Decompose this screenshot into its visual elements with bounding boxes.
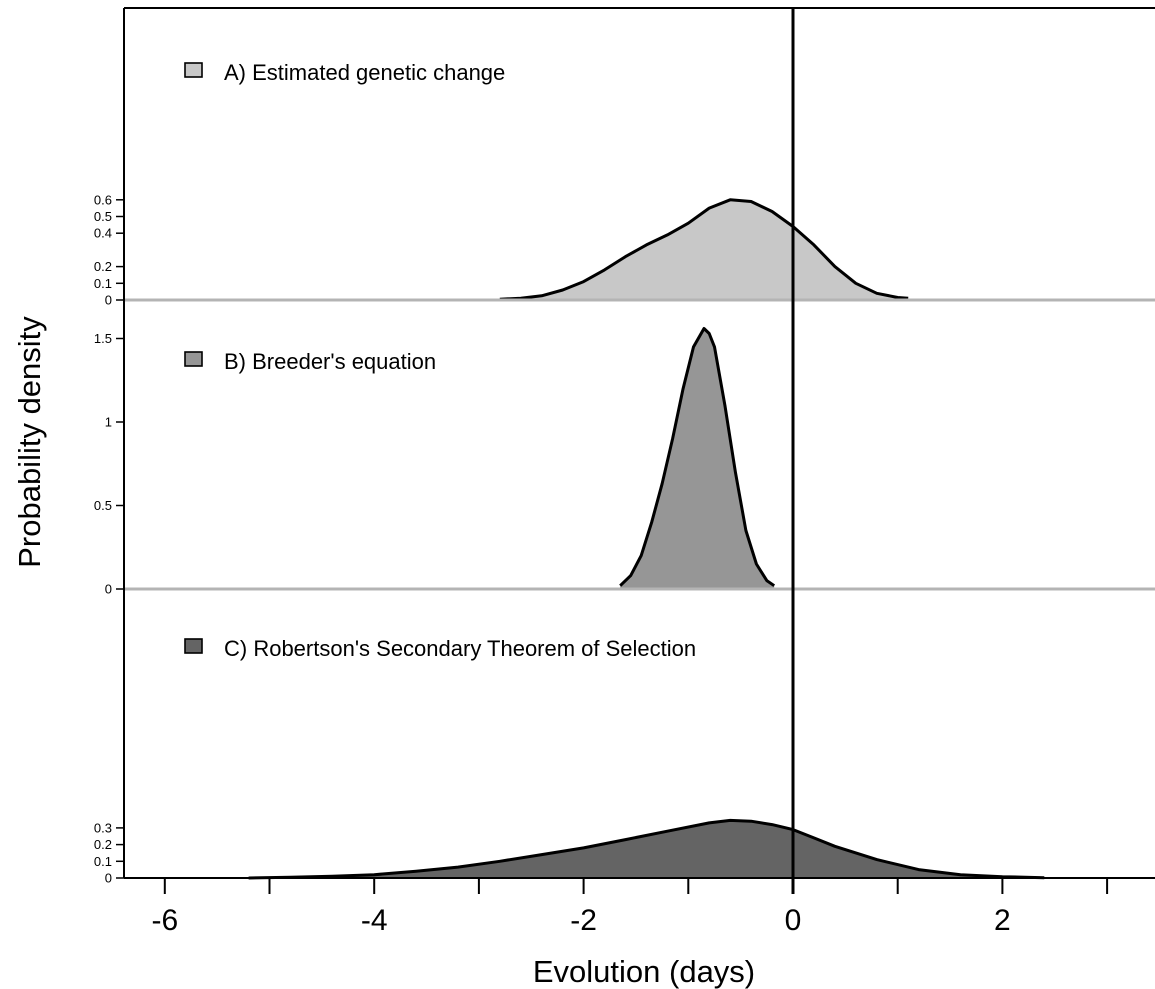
- density-area-c: [248, 820, 1045, 878]
- y-tick-label-b: 1.5: [94, 331, 112, 346]
- x-tick-label: 0: [785, 904, 802, 937]
- x-tick-label: 2: [994, 904, 1011, 937]
- y-tick-label-a: 0.6: [94, 192, 112, 207]
- y-tick-label-a: 0.4: [94, 226, 112, 241]
- y-tick-label-c: 0.1: [94, 854, 112, 869]
- density-area-a: [499, 199, 909, 300]
- y-tick-label-b: 0: [105, 582, 112, 597]
- density-line-c: [248, 818, 1045, 880]
- legend-swatch-c: [184, 638, 203, 654]
- panel-a: 0 0.1 0.2 0.4 0.5 0.6 A) Estimated genetic cha…: [94, 60, 1155, 308]
- legend-label-b: B) Breeder's equation: [224, 349, 436, 374]
- density-line-a: [499, 198, 909, 301]
- density-line-b: [619, 327, 776, 587]
- y-tick-label-a: 0: [105, 293, 112, 308]
- axes-layer: -6 -4 -2 0 2: [123, 7, 1155, 937]
- legend-c: C) Robertson's Secondary Theorem of Sele…: [184, 636, 696, 661]
- legend-swatch-b: [184, 351, 203, 367]
- y-tick-label-a: 0.1: [94, 276, 112, 291]
- x-tick-label: -2: [570, 904, 597, 937]
- legend-swatch-a: [184, 62, 203, 78]
- y-tick-label-a: 0.2: [94, 259, 112, 274]
- legend-b: B) Breeder's equation: [184, 349, 436, 374]
- y-tick-label-c: 0.2: [94, 837, 112, 852]
- x-tick-label: -6: [151, 904, 178, 937]
- density-area-b: [620, 328, 775, 589]
- x-tick-label: -4: [361, 904, 388, 937]
- legend-a: A) Estimated genetic change: [184, 60, 505, 85]
- x-axis-title: Evolution (days): [533, 954, 755, 989]
- legend-label-c: C) Robertson's Secondary Theorem of Sele…: [224, 636, 696, 661]
- panel-c: 0 0.1 0.2 0.3 C) Robertson's Secondary Theor…: [94, 636, 1045, 886]
- y-tick-label-c: 0.3: [94, 820, 112, 835]
- y-tick-label-a: 0.5: [94, 209, 112, 224]
- legend-label-a: A) Estimated genetic change: [224, 60, 505, 85]
- panel-b: 0 0.5 1 1.5 B) Breeder's equation: [94, 327, 1155, 597]
- y-tick-label-b: 1: [105, 415, 112, 430]
- y-tick-label-b: 0.5: [94, 498, 112, 513]
- y-axis-title: Probability density: [12, 316, 47, 568]
- y-tick-label-c: 0: [105, 871, 112, 886]
- panels-layer: 0 0.1 0.2 0.4 0.5 0.6 A) Estimated genetic cha…: [94, 60, 1155, 886]
